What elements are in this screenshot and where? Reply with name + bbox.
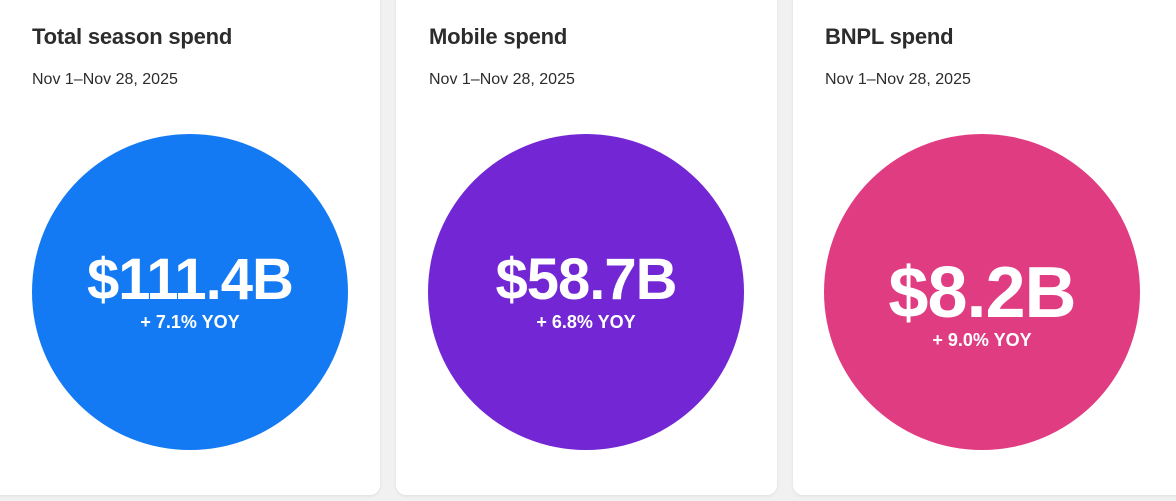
stat-yoy: + 7.1% YOY (140, 312, 240, 332)
card-mobile-spend: Mobile spend Nov 1–Nov 28, 2025 $58.7B +… (396, 0, 777, 495)
stat-yoy: + 6.8% YOY (536, 312, 636, 332)
card-date-range: Nov 1–Nov 28, 2025 (429, 71, 575, 88)
stat-circle: $58.7B + 6.8% YOY (428, 134, 744, 450)
card-total-season-spend: Total season spend Nov 1–Nov 28, 2025 $1… (0, 0, 380, 495)
stat-circle: $8.2B + 9.0% YOY (824, 134, 1140, 450)
stat-circle: $111.4B + 7.1% YOY (32, 134, 348, 450)
card-title: Total season spend (32, 24, 233, 49)
card-title: Mobile spend (429, 24, 568, 49)
card-title: BNPL spend (825, 24, 954, 49)
stat-amount: $58.7B (495, 247, 677, 312)
card-date-range: Nov 1–Nov 28, 2025 (32, 71, 178, 88)
card-bnpl-spend: BNPL spend Nov 1–Nov 28, 2025 $8.2B + 9.… (793, 0, 1176, 495)
stat-amount: $8.2B (888, 253, 1076, 333)
card-date-range: Nov 1–Nov 28, 2025 (825, 71, 971, 88)
stat-yoy: + 9.0% YOY (932, 330, 1032, 350)
stat-amount: $111.4B (87, 247, 294, 312)
